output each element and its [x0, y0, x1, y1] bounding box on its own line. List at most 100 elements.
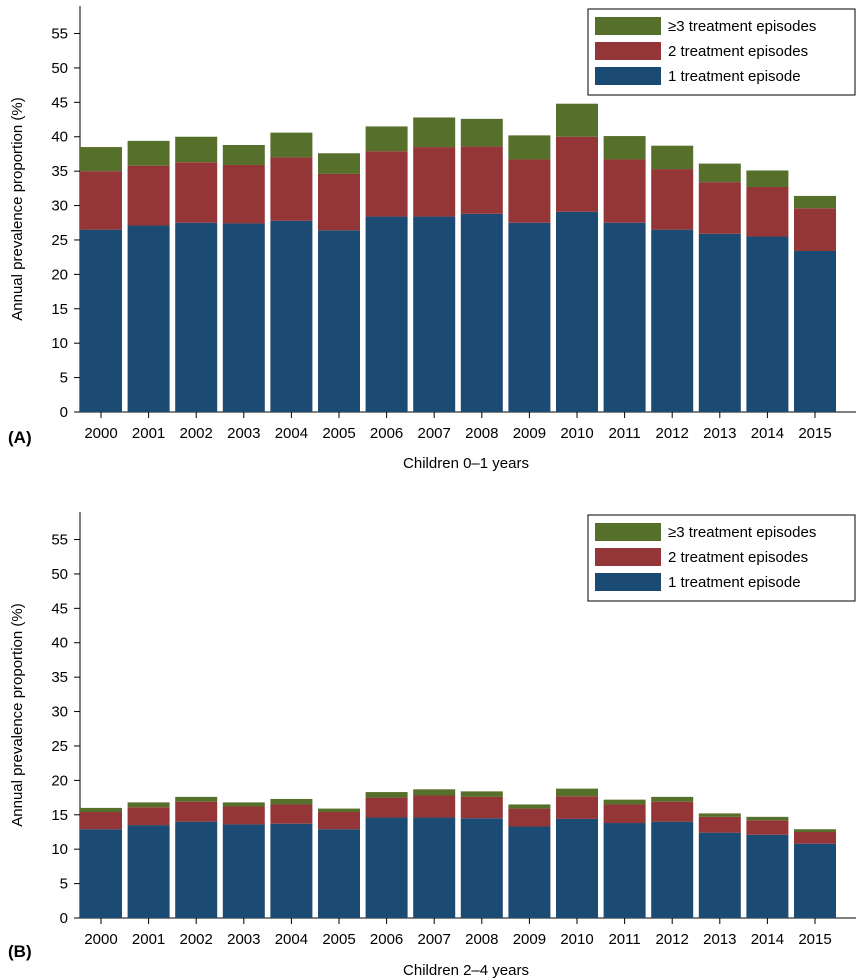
bar-segment-2000-s3 — [80, 147, 122, 172]
bar-segment-2008-s1 — [460, 213, 503, 412]
bar-segment-2003-s3 — [222, 145, 265, 165]
bar-segment-2005-s1 — [318, 829, 360, 918]
panel-label: (A) — [8, 428, 32, 447]
legend-swatch — [595, 523, 661, 541]
x-tick-label: 2000 — [84, 425, 117, 442]
bar-segment-2003-s2 — [222, 164, 265, 224]
bar-segment-2007-s2 — [413, 147, 456, 217]
bar-segment-2014-s1 — [746, 834, 789, 918]
bar-segment-2010-s1 — [556, 211, 598, 412]
legend: ≥3 treatment episodes 2 treatment episode… — [587, 8, 856, 96]
bar-segment-2012-s1 — [651, 821, 694, 918]
bar-segment-2009-s2 — [508, 808, 551, 827]
x-tick-label: 2010 — [560, 425, 593, 442]
y-tick-label: 0 — [60, 404, 68, 421]
bar-segment-2012-s2 — [651, 169, 694, 230]
bar-segment-2000-s2 — [80, 171, 122, 230]
legend: ≥3 treatment episodes 2 treatment episode… — [587, 514, 856, 602]
bar-segment-2013-s2 — [698, 816, 741, 833]
x-tick-label: 2011 — [608, 931, 640, 948]
bar-segment-2003-s3 — [222, 802, 265, 807]
x-tick-label: 2012 — [656, 931, 689, 948]
legend-label: 2 treatment episodes — [668, 549, 808, 566]
bar-segment-2002-s3 — [175, 136, 218, 163]
bar-segment-2010-s1 — [556, 818, 598, 918]
bar-segment-2010-s3 — [556, 788, 598, 797]
bar-segment-2009-s1 — [508, 222, 551, 412]
bar-segment-2006-s3 — [365, 792, 408, 798]
bar-segment-2010-s2 — [556, 136, 598, 212]
x-tick-label: 2012 — [656, 425, 689, 442]
x-tick-label: 2009 — [513, 931, 546, 948]
bar-segment-2008-s3 — [460, 118, 503, 147]
y-tick-label: 30 — [51, 198, 68, 215]
x-tick-label: 2008 — [465, 931, 498, 948]
bar-segment-2001-s2 — [127, 807, 170, 826]
y-tick-label: 35 — [51, 669, 68, 686]
bar-segment-2006-s1 — [365, 817, 408, 918]
bar-segment-2008-s3 — [460, 791, 503, 797]
bar-segment-2011-s2 — [603, 159, 646, 223]
x-tick-label: 2002 — [180, 931, 213, 948]
bar-segment-2006-s1 — [365, 216, 408, 412]
bar-segment-2014-s3 — [746, 170, 789, 187]
x-tick-label: 2002 — [180, 425, 213, 442]
bar-segment-2015-s1 — [794, 250, 836, 412]
bar-segment-2014-s1 — [746, 236, 789, 412]
x-tick-label: 2007 — [418, 425, 451, 442]
x-axis-title: Children 0–1 years — [403, 455, 529, 472]
bar-segment-2013-s3 — [698, 813, 741, 817]
x-tick-label: 2003 — [227, 425, 260, 442]
y-tick-label: 5 — [60, 876, 68, 893]
y-tick-label: 40 — [51, 635, 68, 652]
bar-segment-2014-s3 — [746, 816, 789, 821]
bar-segment-2005-s3 — [318, 153, 360, 174]
bar-segment-2001-s1 — [127, 225, 170, 412]
bar-segment-2012-s1 — [651, 229, 694, 412]
x-tick-label: 2013 — [703, 931, 736, 948]
bar-segment-2011-s3 — [603, 799, 646, 805]
bar-segment-2000-s3 — [80, 807, 122, 813]
bar-segment-2009-s3 — [508, 135, 551, 160]
bar-segment-2002-s2 — [175, 162, 218, 223]
bar-segment-2010-s2 — [556, 796, 598, 819]
panel-label: (B) — [8, 942, 32, 961]
x-tick-label: 2003 — [227, 931, 260, 948]
y-tick-label: 25 — [51, 232, 68, 249]
bar-segment-2002-s3 — [175, 796, 218, 802]
bar-segment-2001-s3 — [127, 140, 170, 166]
bar-segment-2004-s3 — [270, 132, 313, 158]
x-tick-label: 2006 — [370, 425, 403, 442]
x-tick-label: 2014 — [751, 425, 784, 442]
bar-segment-2011-s3 — [603, 136, 646, 160]
bar-segment-2011-s1 — [603, 823, 646, 918]
bar-segment-2012-s2 — [651, 801, 694, 822]
legend-label: ≥3 treatment episodes — [668, 524, 816, 541]
bar-segment-2012-s3 — [651, 145, 694, 170]
bar-segment-2014-s2 — [746, 820, 789, 835]
x-tick-label: 2014 — [751, 931, 784, 948]
panel-a: 0 5 10 15 20 25 30 35 40 45 50 55 2000 2001 2002 2003 20… — [8, 6, 856, 472]
bar-segment-2013-s1 — [698, 233, 741, 412]
legend-label: 1 treatment episode — [668, 68, 801, 85]
y-tick-label: 15 — [51, 807, 68, 824]
bar-segment-2008-s1 — [460, 818, 503, 918]
bar-segment-2006-s2 — [365, 151, 408, 217]
bar-segment-2015-s2 — [794, 208, 836, 251]
y-tick-label: 30 — [51, 704, 68, 721]
bar-segment-2001-s2 — [127, 165, 170, 226]
x-tick-label: 2000 — [84, 931, 117, 948]
panel-b: 0 5 10 15 20 25 30 35 40 45 50 55 2000 2001 2002 2003 20… — [8, 512, 856, 978]
legend-label: ≥3 treatment episodes — [668, 18, 816, 35]
bar-segment-2006-s2 — [365, 797, 408, 818]
y-tick-label: 50 — [51, 566, 68, 583]
bar-segment-2000-s2 — [80, 812, 122, 830]
y-tick-label: 15 — [51, 301, 68, 318]
y-axis-title: Annual prevalence proportion (%) — [9, 97, 26, 320]
x-tick-label: 2011 — [608, 425, 640, 442]
bar-segment-2004-s2 — [270, 157, 313, 221]
bar-segment-2003-s1 — [222, 824, 265, 918]
x-tick-label: 2009 — [513, 425, 546, 442]
y-tick-label: 20 — [51, 266, 68, 283]
